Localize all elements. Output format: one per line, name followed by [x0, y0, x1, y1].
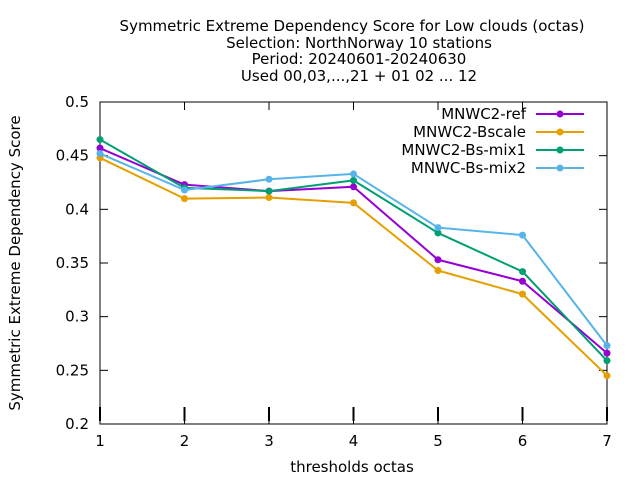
- legend-swatch-point: [556, 146, 564, 154]
- y-axis-label: Symmetric Extreme Dependency Score: [6, 115, 24, 410]
- legend-swatch-point: [556, 128, 564, 136]
- series-mnwc2-bscale: [96, 154, 611, 380]
- legend-entry: MNWC2-Bscale: [413, 123, 584, 141]
- data-point: [265, 187, 273, 195]
- data-point: [96, 144, 104, 152]
- data-point: [519, 268, 526, 276]
- y-tick-label: 0.45: [56, 147, 89, 165]
- data-point: [350, 176, 357, 184]
- x-tick-label: 4: [349, 432, 359, 450]
- series-mnwc-bs-mix2: [96, 150, 611, 350]
- y-tick-label: 0.25: [56, 361, 89, 379]
- legend: MNWC2-refMNWC2-BscaleMNWC2-Bs-mix1MNWC-B…: [401, 105, 584, 177]
- legend-swatch-point: [556, 110, 564, 118]
- data-point: [603, 372, 611, 380]
- plot-frame: [99, 101, 608, 425]
- series-layer: [96, 136, 611, 380]
- y-tick-label: 0.5: [65, 93, 89, 111]
- data-point: [603, 349, 611, 357]
- legend-label: MNWC2-Bscale: [413, 123, 526, 141]
- data-point: [350, 170, 357, 178]
- legend-entry: MNWC2-Bs-mix1: [401, 141, 584, 159]
- data-point: [96, 136, 104, 144]
- data-point: [519, 277, 526, 285]
- data-point: [265, 194, 273, 202]
- y-axis: 0.2 0.25 0.3 0.35 0.4 0.45 0.5: [56, 93, 607, 433]
- x-tick-label: 1: [95, 432, 105, 450]
- data-point: [265, 175, 273, 183]
- data-point: [96, 150, 104, 158]
- data-point: [603, 357, 611, 365]
- data-point: [350, 199, 357, 207]
- x-axis: 1 2 3 4 5 6 7: [95, 102, 612, 450]
- x-tick-label: 5: [433, 432, 443, 450]
- y-tick-label: 0.4: [65, 200, 89, 218]
- legend-label: MNWC-Bs-mix2: [411, 159, 526, 177]
- data-point: [434, 267, 442, 275]
- data-point: [181, 195, 188, 203]
- data-point: [350, 183, 357, 191]
- data-point: [434, 224, 442, 232]
- chart-title: Symmetric Extreme Dependency Score for L…: [120, 17, 585, 85]
- data-point: [181, 186, 188, 194]
- title-line-4: Used 00,03,...,21 + 01 02 ... 12: [241, 67, 477, 85]
- data-point: [434, 256, 442, 264]
- data-point: [434, 229, 442, 237]
- title-line-3: Period: 20240601-20240630: [252, 50, 467, 68]
- x-tick-label: 6: [518, 432, 528, 450]
- title-line-1: Symmetric Extreme Dependency Score for L…: [120, 17, 585, 35]
- legend-entry: MNWC-Bs-mix2: [411, 159, 584, 177]
- y-tick-label: 0.35: [56, 254, 89, 272]
- legend-label: MNWC2-Bs-mix1: [401, 141, 526, 159]
- x-tick-label: 3: [264, 432, 274, 450]
- y-tick-label: 0.3: [65, 308, 89, 326]
- y-tick-label: 0.2: [65, 415, 89, 433]
- data-point: [603, 342, 611, 350]
- legend-label: MNWC2-ref: [441, 105, 526, 123]
- data-point: [519, 290, 526, 298]
- legend-swatch-point: [556, 164, 564, 172]
- legend-entry: MNWC2-ref: [441, 105, 584, 123]
- data-point: [519, 231, 526, 239]
- x-tick-label: 7: [602, 432, 612, 450]
- title-line-2: Selection: NorthNorway 10 stations: [226, 34, 492, 52]
- x-axis-label: thresholds octas: [290, 458, 414, 476]
- series-line: [99, 156, 608, 377]
- x-tick-label: 2: [180, 432, 190, 450]
